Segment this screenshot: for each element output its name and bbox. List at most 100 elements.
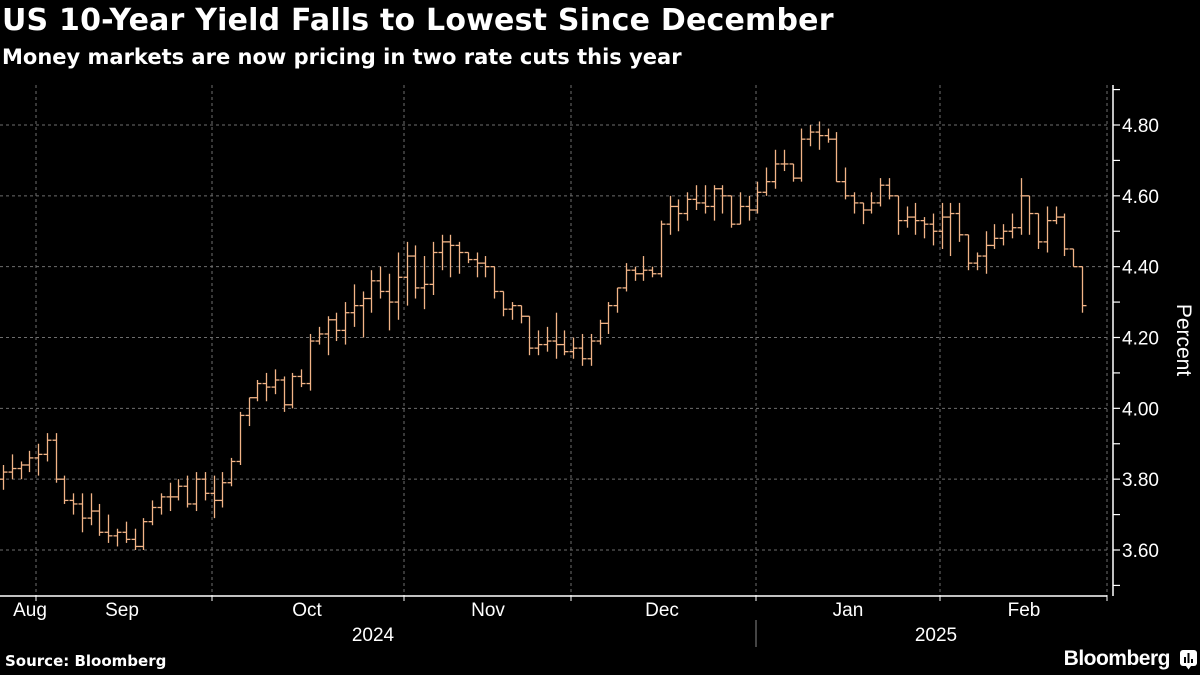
ohlc-bar: [815, 121, 824, 150]
ohlc-bar: [613, 287, 622, 313]
ohlc-bar: [718, 185, 727, 214]
ohlc-bar: [753, 181, 762, 214]
x-month-label: Dec: [645, 600, 679, 621]
ohlc-series: [0, 121, 1087, 550]
ohlc-bar: [929, 213, 938, 246]
x-month-label: Aug: [13, 600, 47, 621]
ohlc-bar: [192, 472, 201, 512]
ohlc-bar: [666, 195, 675, 235]
ohlc-bar: [885, 178, 894, 200]
ohlc-bar: [674, 199, 683, 232]
x-month-label: Oct: [292, 600, 322, 621]
ohlc-bar: [25, 450, 34, 473]
ohlc-bar: [631, 266, 640, 281]
y-tick-label: 4.20: [1122, 329, 1159, 350]
ohlc-bar: [473, 252, 482, 278]
x-year-label: 2025: [915, 625, 957, 646]
ohlc-bar: [122, 521, 131, 543]
y-tick-label: 4.80: [1122, 116, 1159, 137]
ohlc-bar: [797, 128, 806, 182]
ohlc-bar: [1052, 206, 1061, 225]
ohlc-bar: [245, 397, 254, 427]
ohlc-bar: [911, 202, 920, 235]
ohlc-bar: [903, 206, 912, 228]
ohlc-bar: [736, 192, 745, 225]
ohlc-bar: [157, 493, 166, 515]
ohlc-bar: [701, 185, 710, 214]
ohlc-bar: [990, 224, 999, 249]
y-tick-label: 4.40: [1122, 258, 1159, 279]
ohlc-bar: [306, 333, 315, 391]
bloomberg-chart-icon: [1180, 650, 1197, 670]
ohlc-bar: [52, 433, 61, 483]
ohlc-bar: [455, 241, 464, 274]
ohlc-bar: [332, 312, 341, 342]
ohlc-bar: [710, 185, 719, 221]
y-tick-label: 3.60: [1122, 541, 1159, 562]
ohlc-bar: [894, 195, 903, 235]
ohlc-bar: [727, 195, 736, 228]
ohlc-bar: [499, 290, 508, 317]
ohlc-bar: [139, 518, 148, 550]
axes: 3.60 3.80 4.00 4.20 4.40 4.60 4.80 Aug Sep Oct Nov…: [0, 85, 1159, 647]
ohlc-bar: [938, 202, 947, 249]
ohlc-bar: [17, 461, 26, 480]
ohlc-bar: [525, 315, 534, 356]
ohlc-bar: [69, 493, 78, 515]
ohlc-bar: [253, 380, 262, 402]
ohlc-bar: [1017, 178, 1026, 235]
x-year-label: 2024: [352, 625, 395, 646]
ohlc-bar: [850, 192, 859, 214]
ohlc-bar: [517, 304, 526, 324]
ohlc-bar: [578, 333, 587, 366]
ohlc-bar: [367, 270, 376, 313]
ohlc-bar: [587, 333, 596, 366]
ohlc-bar: [1034, 212, 1043, 249]
ohlc-bar: [183, 475, 192, 508]
ohlc-bar: [1043, 206, 1052, 253]
ohlc-bar: [771, 149, 780, 189]
ohlc-bar: [429, 241, 438, 295]
ohlc-bar: [841, 167, 850, 200]
ohlc-bar: [490, 266, 499, 299]
ohlc-bar: [87, 493, 96, 526]
ohlc-bar: [271, 369, 280, 395]
ohlc-bar: [0, 465, 8, 490]
ohlc-bar: [227, 457, 236, 487]
ohlc-bar: [859, 202, 868, 225]
ohlc-bar: [394, 252, 403, 320]
ohlc-bar: [341, 302, 350, 345]
ohlc-bar: [34, 443, 43, 476]
ohlc-bar: [95, 503, 104, 536]
ohlc-bar: [438, 234, 447, 271]
ohlc-bar: [359, 291, 368, 338]
ohlc-bar: [780, 149, 789, 172]
ohlc-bar: [78, 493, 87, 533]
y-axis-label: Percent: [1172, 304, 1195, 377]
y-tick-label: 4.60: [1122, 187, 1159, 208]
ohlc-bar: [648, 266, 657, 278]
ohlc-bar: [543, 326, 552, 352]
ohlc-bar: [481, 256, 490, 278]
ohlc-bar: [955, 202, 964, 242]
ohlc-bar: [552, 312, 561, 359]
ohlc-bar: [60, 475, 69, 504]
ohlc-bar: [596, 319, 605, 345]
ohlc-bar: [403, 241, 412, 306]
ohlc-bar: [683, 192, 692, 221]
ohlc-bar: [350, 284, 359, 327]
ohlc-bar: [534, 330, 543, 356]
ohlc-bar: [201, 472, 210, 501]
bloomberg-logo-text: Bloomberg: [1063, 647, 1171, 670]
ohlc-bar: [218, 472, 227, 508]
ohlc-bar: [920, 217, 929, 239]
ohlc-bar: [315, 326, 324, 345]
ohlc-bar: [113, 528, 122, 547]
ohlc-bar: [569, 337, 578, 359]
ohlc-bar: [166, 482, 175, 512]
source-note: Source: Bloomberg: [5, 652, 167, 670]
ohlc-bar: [508, 302, 517, 320]
ohlc-bar: [560, 330, 569, 356]
ohlc-bar: [824, 128, 833, 143]
